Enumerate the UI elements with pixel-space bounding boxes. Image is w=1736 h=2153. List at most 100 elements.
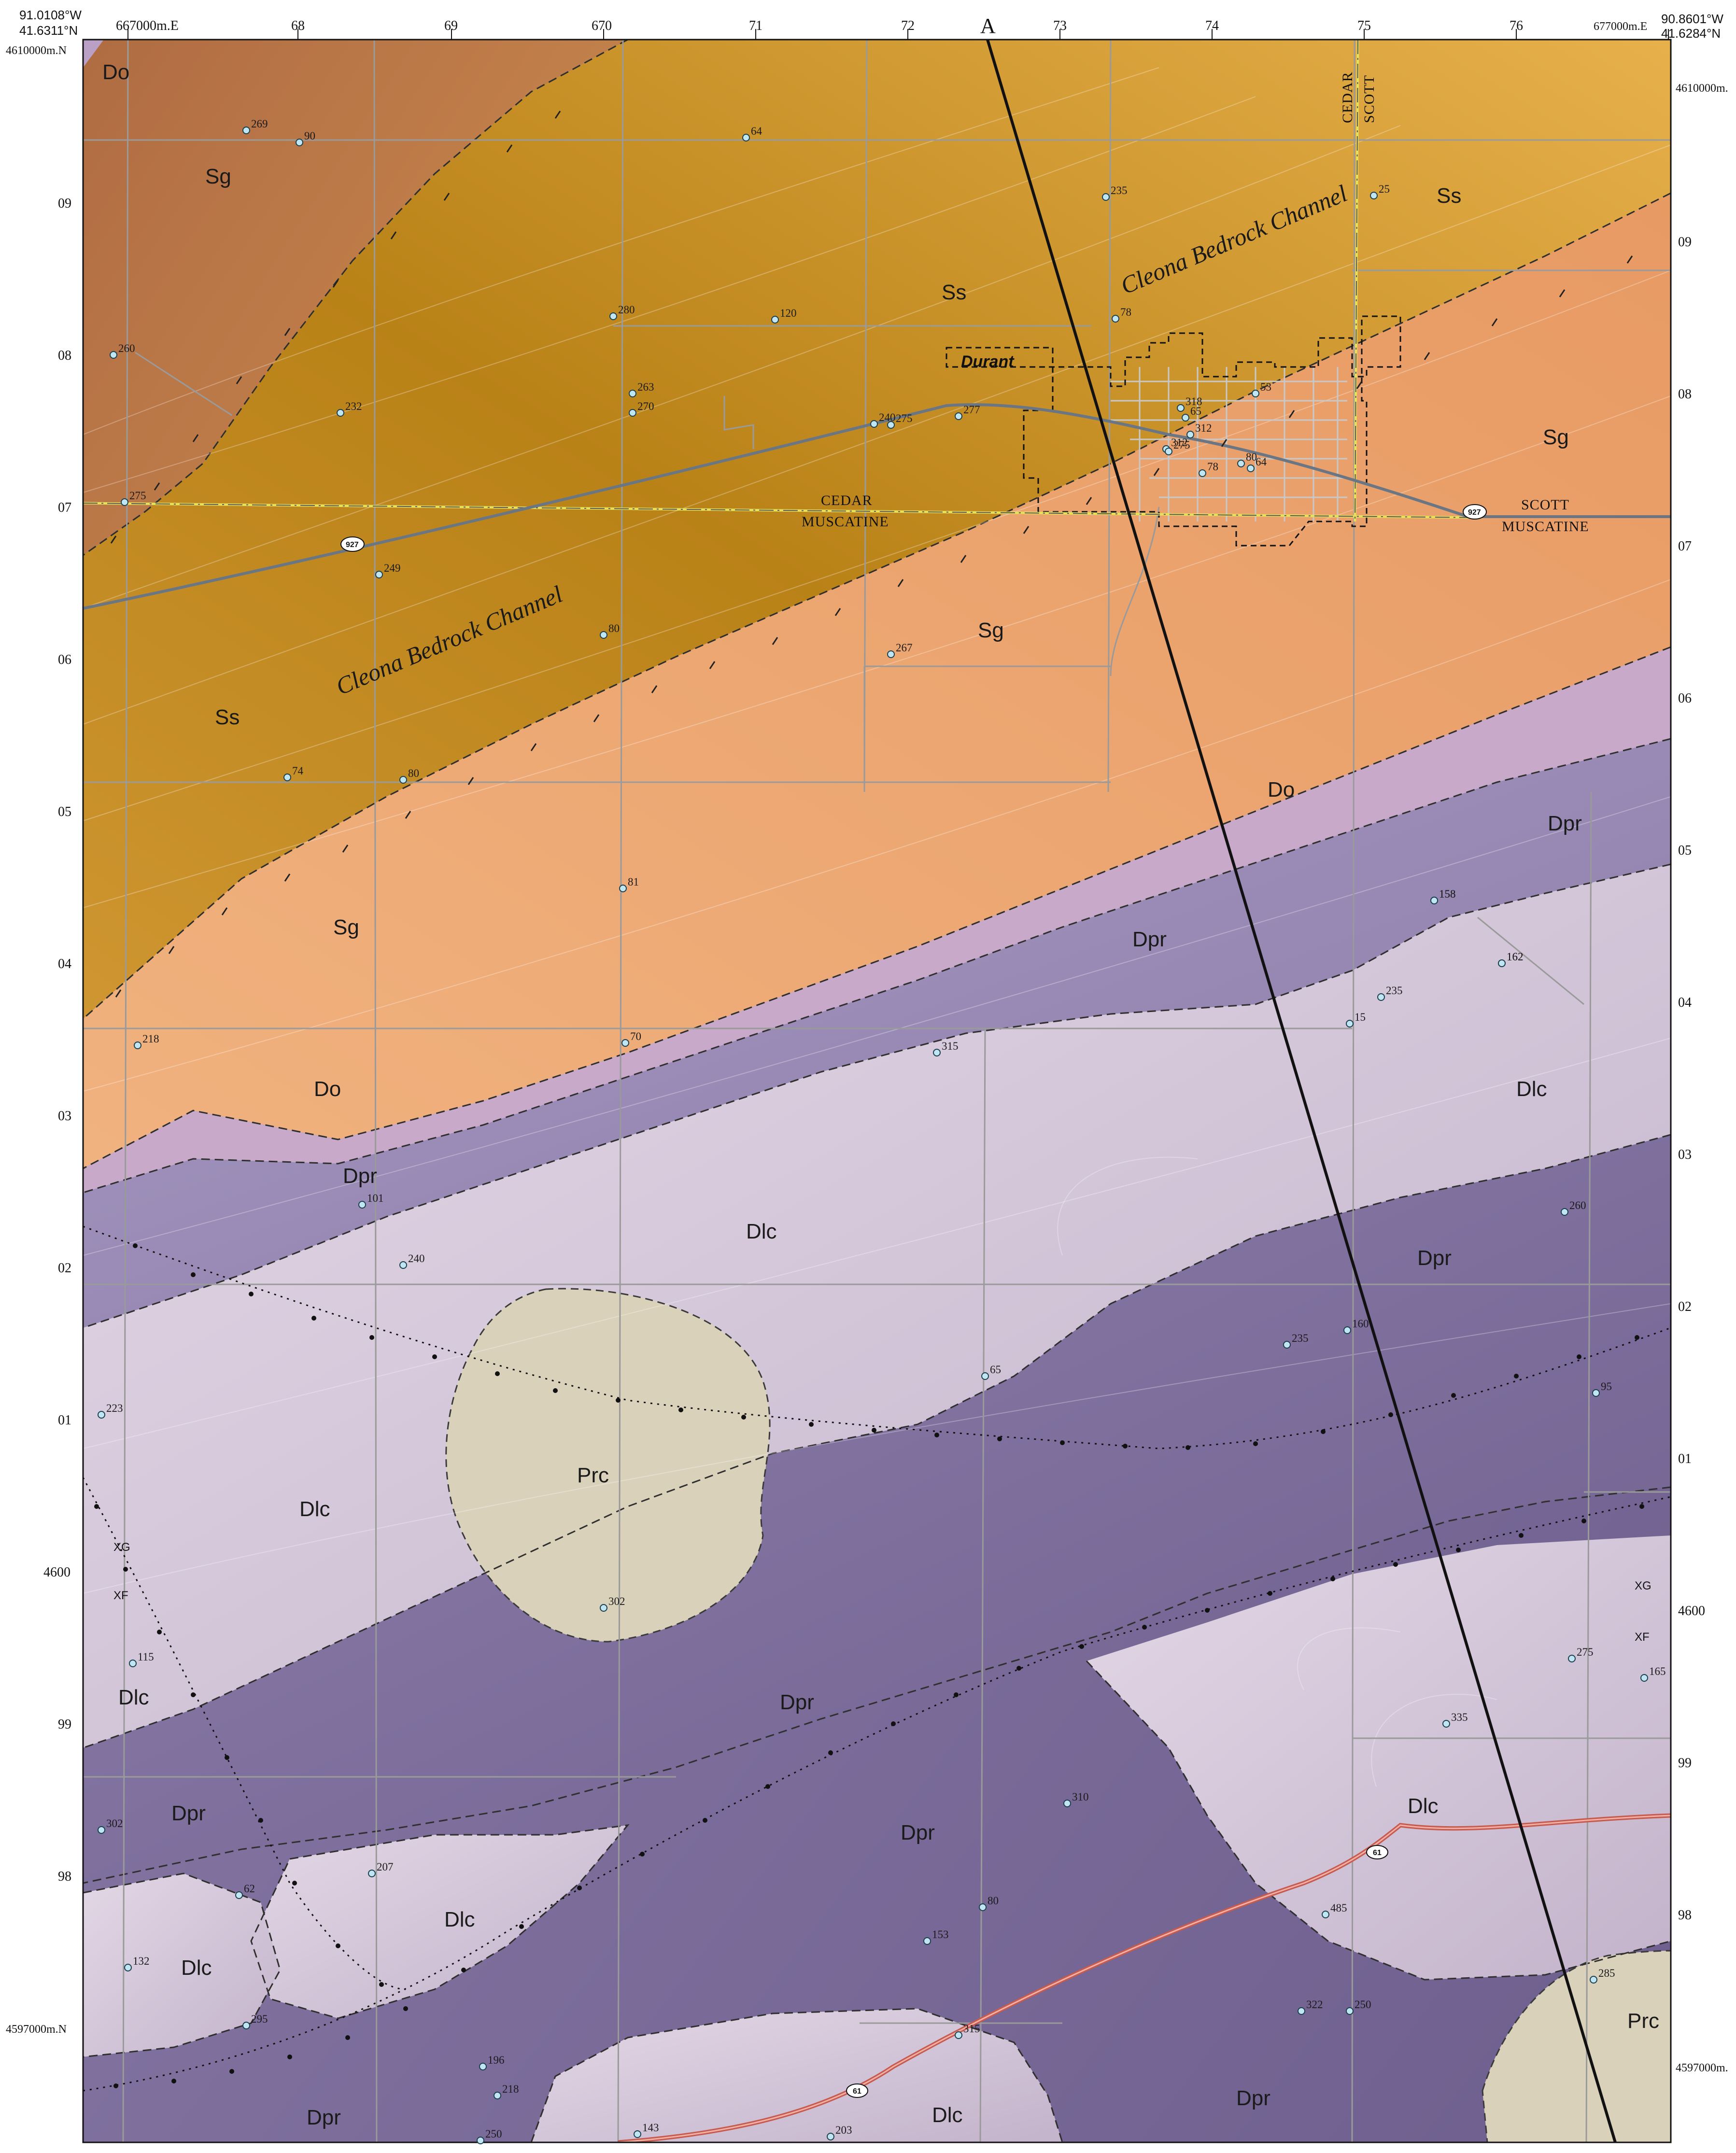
well-point: 207 (368, 1861, 394, 1877)
well-label: 115 (138, 1651, 154, 1663)
well-label: 302 (608, 1595, 625, 1607)
well-point: 80 (979, 1895, 999, 1911)
well-marker (1377, 993, 1385, 1001)
well-label: 207 (377, 1861, 394, 1873)
well-point: 65 (1182, 405, 1201, 422)
well-point: 78 (1112, 306, 1131, 323)
well-point: 64 (1247, 456, 1267, 472)
well-marker (242, 127, 250, 134)
well-label: 235 (1292, 1332, 1309, 1344)
well-point: 275 (121, 490, 146, 506)
well-point: 315 (933, 1040, 959, 1056)
well-marker (110, 351, 117, 359)
unit-label-prc-c: Prc (577, 1463, 609, 1487)
well-label: 267 (896, 642, 913, 654)
highway-shield-61-s: 61 (846, 2083, 868, 2098)
well-label: 95 (1601, 1380, 1612, 1393)
well-point: 120 (771, 307, 797, 324)
top-tick-9: 76 (1510, 18, 1523, 33)
edge-ticks (127, 29, 1669, 40)
well-marker (129, 1660, 137, 1667)
well-point: 235 (1283, 1332, 1309, 1349)
well-point: 310 (1063, 1791, 1089, 1807)
well-point: 250 (1346, 1998, 1371, 2015)
unit-label-dpr-sw: Dpr (171, 1801, 206, 1825)
well-point: 277 (955, 404, 980, 420)
well-label: 285 (1598, 1967, 1615, 1979)
unit-label-sg-c: Sg (978, 619, 1004, 642)
right-tick-3: 07 (1678, 539, 1692, 554)
right-tick-8: 02 (1678, 1299, 1692, 1314)
well-label: 235 (1111, 184, 1128, 197)
well-point: 218 (494, 2083, 519, 2099)
well-point: 249 (375, 562, 401, 578)
unit-label-dlc-se: Dlc (1408, 1794, 1439, 1818)
right-tick-12: 98 (1678, 1908, 1692, 1923)
well-label: 162 (1507, 951, 1524, 963)
well-label: 80 (1246, 451, 1257, 463)
well-label: 64 (751, 125, 762, 137)
well-label: 62 (244, 1883, 255, 1895)
well-marker (98, 1826, 105, 1834)
well-label: 275 (896, 412, 913, 424)
well-label: 143 (642, 2122, 659, 2134)
unit-label-ss-n: Ss (942, 281, 966, 304)
section-label-xf-e: XF (1635, 1631, 1650, 1644)
well-point: 240 (870, 411, 896, 428)
well-label: 322 (1306, 1998, 1323, 2011)
well-label: 312 (1195, 422, 1212, 434)
well-label: 275 (1577, 1646, 1594, 1658)
well-point: 95 (1592, 1380, 1612, 1397)
well-label: 165 (1649, 1665, 1666, 1677)
well-label: 153 (932, 1928, 949, 1941)
cross-section-label: A (980, 14, 996, 38)
well-label: 70 (630, 1030, 641, 1042)
well-point: 318 (1177, 395, 1202, 412)
well-label: 315 (963, 2023, 980, 2035)
left-tick-11: 99 (58, 1717, 71, 1732)
well-point: 25 (1370, 183, 1390, 199)
well-label: 232 (345, 400, 362, 412)
durant-city-limit (946, 315, 1401, 547)
top-tick-0: 667000m.E (116, 18, 179, 33)
well-point: 15 (1346, 1011, 1366, 1027)
well-marker (235, 1891, 243, 1899)
unit-label-dpr-e: Dpr (1417, 1246, 1452, 1270)
well-label: 74 (292, 765, 304, 777)
well-label: 25 (1379, 183, 1390, 195)
well-marker (742, 134, 750, 141)
unit-dpr-upper (83, 739, 1671, 1328)
well-marker (1247, 464, 1255, 472)
well-marker (479, 2063, 487, 2070)
well-label: 312 (1171, 436, 1188, 449)
svg-text:61: 61 (1373, 1849, 1382, 1857)
county-label-scott-se: Scott (1521, 497, 1569, 513)
well-point: 235 (1377, 985, 1403, 1001)
well-point: 218 (134, 1033, 159, 1049)
left-tick-2: 08 (58, 348, 71, 363)
top-tick-3: 670 (592, 18, 612, 33)
county-label-muscatine-se: Muscatine (1502, 519, 1589, 535)
svg-text:927: 927 (346, 541, 359, 549)
well-label: 310 (1072, 1791, 1089, 1803)
corner-top-left-lon: 91.0108°W (19, 8, 82, 22)
well-marker (1063, 1800, 1071, 1807)
well-marker (1590, 1976, 1597, 1984)
well-marker (121, 498, 128, 506)
well-point: 295 (242, 2013, 268, 2029)
well-point: 203 (827, 2124, 852, 2140)
left-tick-9: 01 (58, 1413, 71, 1428)
well-label: 260 (1569, 1199, 1586, 1211)
well-label: 260 (118, 342, 135, 354)
well-point: 312 (1186, 422, 1212, 438)
unit-label-do-nw: Do (102, 60, 129, 84)
faults (83, 1225, 1671, 2092)
unit-label-dlc-c: Dlc (746, 1220, 777, 1243)
right-tick-10: 4600 (1678, 1604, 1705, 1618)
cross-section-line (986, 40, 1617, 2142)
well-marker (1165, 448, 1172, 455)
contacts (83, 40, 1671, 2142)
left-tick-12: 98 (58, 1869, 71, 1884)
unit-label-dpr-w: Dpr (343, 1164, 377, 1188)
unit-dlc-southwest (251, 1825, 628, 2018)
